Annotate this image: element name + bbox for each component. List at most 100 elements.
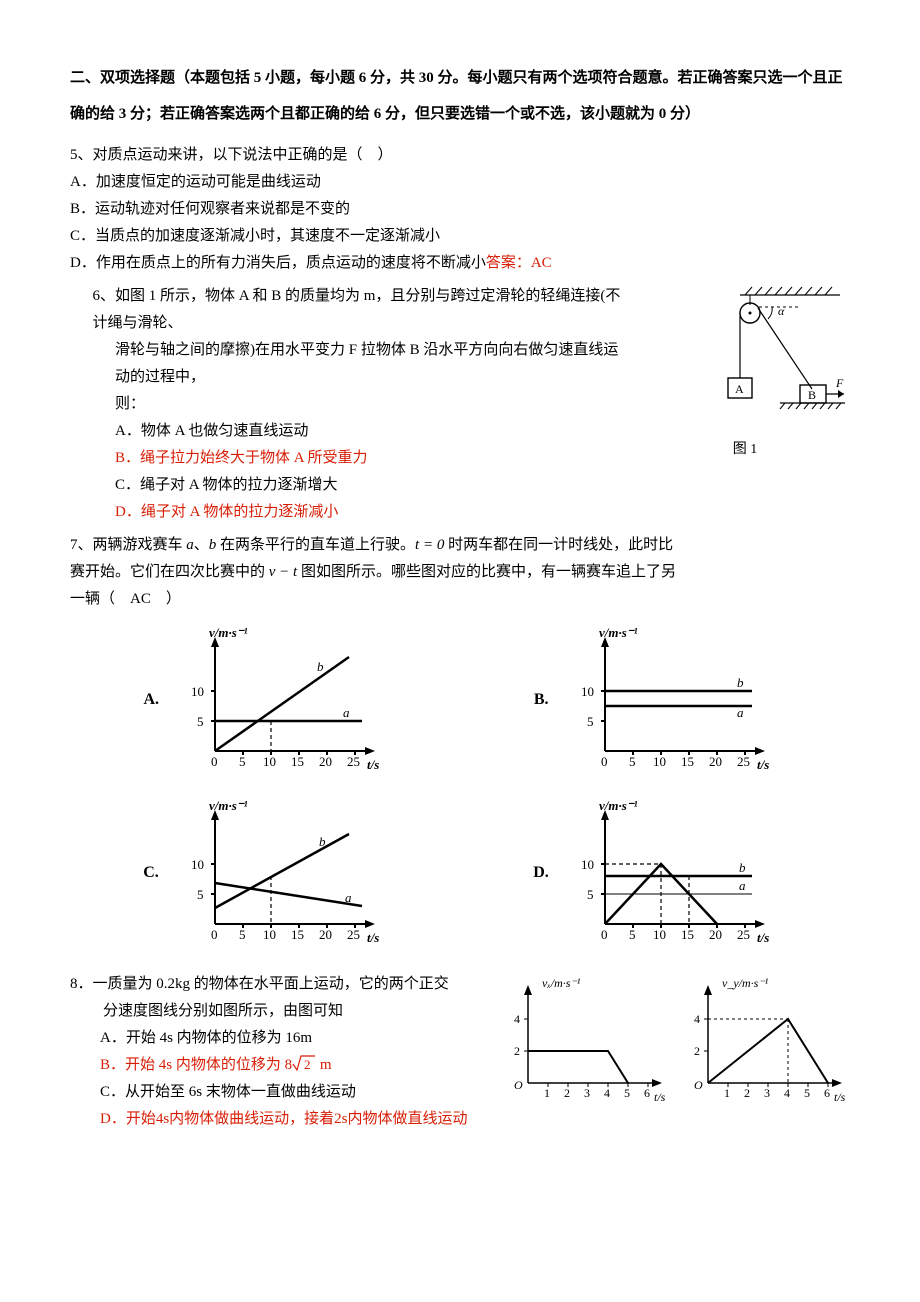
svg-text:5: 5 [197,714,204,729]
q7-chart-d-wrap: D. v/m·s⁻¹ 5 10 0 5 10 15 20 25 [533,796,777,951]
svg-text:O: O [694,1078,703,1092]
q8-chart-vy: v_y/m·s⁻¹ 2 4 1 2 3 4 5 6 O t/s [680,975,850,1105]
svg-text:t/s: t/s [654,1090,666,1104]
svg-text:O: O [514,1078,523,1092]
q5-answer: 答案：AC [486,255,552,271]
svg-text:t/s: t/s [367,757,379,772]
q5-opt-c: C．当质点的加速度逐渐减小时，其速度不一定逐渐减小 [70,223,850,250]
alpha-label: α [778,304,785,318]
svg-text:10: 10 [581,684,594,699]
q5-opt-d-text: D．作用在质点上的所有力消失后，质点运动的速度将不断减小 [70,255,486,271]
svg-text:6: 6 [824,1086,830,1100]
q7-label-a: A. [143,686,159,715]
q7-chart-a-wrap: A. v/m·s⁻¹ 5 10 0 5 10 15 20 [143,623,387,778]
svg-text:25: 25 [737,754,750,769]
q8-figures: vₓ/m·s⁻¹ 2 4 1 2 3 4 5 6 [500,971,850,1105]
svg-text:2: 2 [744,1086,750,1100]
q7-line1: 7、两辆游戏赛车 a、b 在两条平行的直车道上行驶。t = 0 时两车都在同一计… [70,532,850,559]
svg-text:4: 4 [514,1012,520,1026]
svg-text:4: 4 [784,1086,790,1100]
svg-text:15: 15 [291,927,304,942]
q8-opt-c: C．从开始至 6s 末物体一直做曲线运动 [70,1079,480,1106]
svg-text:4: 4 [694,1012,700,1026]
svg-text:10: 10 [653,927,666,942]
question-5: 5、对质点运动来讲，以下说法中正确的是（ ） A．加速度恒定的运动可能是曲线运动… [70,142,850,277]
svg-text:2: 2 [564,1086,570,1100]
svg-text:b: b [739,860,746,875]
svg-text:6: 6 [644,1086,650,1100]
svg-text:a: a [345,890,352,905]
svg-text:2: 2 [304,1057,311,1072]
q7-chart-d: v/m·s⁻¹ 5 10 0 5 10 15 20 25 t/s [557,796,777,951]
svg-text:v_y/m·s⁻¹: v_y/m·s⁻¹ [722,976,769,990]
q7-line2: 赛开始。它们在四次比赛中的 v − t 图如图所示。哪些图对应的比赛中，有一辆赛… [70,559,850,586]
q8-opt-a: A．开始 4s 内物体的位移为 16m [70,1025,480,1052]
svg-text:5: 5 [629,927,636,942]
svg-text:5: 5 [624,1086,630,1100]
q5-opt-d: D．作用在质点上的所有力消失后，质点运动的速度将不断减小答案：AC [70,250,850,277]
svg-text:20: 20 [319,754,332,769]
q6-opt-c: C．绳子对 A 物体的拉力逐渐增大 [70,472,850,499]
q7-label-c: C. [143,859,159,888]
svg-text:t/s: t/s [757,757,769,772]
q5-opt-a: A．加速度恒定的运动可能是曲线运动 [70,169,850,196]
q7-line3: 一辆（ AC ） [70,586,850,613]
q8-opt-d: D．开始4s内物体做曲线运动，接着2s内物体做直线运动 [70,1106,480,1133]
svg-text:1: 1 [724,1086,730,1100]
sqrt-icon: 2 [292,1052,316,1079]
svg-text:2: 2 [694,1044,700,1058]
svg-text:5: 5 [587,714,594,729]
svg-text:b: b [319,834,326,849]
q6-opt-d: D．绳子对 A 物体的拉力逐渐减小 [70,499,850,526]
svg-text:1: 1 [544,1086,550,1100]
svg-text:25: 25 [347,754,360,769]
force-f-label: F [835,376,844,390]
q7-chart-b-wrap: B. v/m·s⁻¹ 5 10 0 5 10 15 20 25 [534,623,777,778]
svg-text:5: 5 [804,1086,810,1100]
svg-text:t/s: t/s [834,1090,846,1104]
svg-text:10: 10 [581,857,594,872]
svg-text:b: b [317,659,324,674]
svg-text:20: 20 [709,927,722,942]
svg-text:t/s: t/s [757,930,769,945]
question-7: 7、两辆游戏赛车 a、b 在两条平行的直车道上行驶。t = 0 时两车都在同一计… [70,532,850,613]
svg-text:15: 15 [291,754,304,769]
q8-stem-1: 8．一质量为 0.2kg 的物体在水平面上运动，它的两个正交 [70,971,480,998]
svg-text:10: 10 [191,857,204,872]
svg-text:5: 5 [587,887,594,902]
figure-1-caption: 图 1 [640,437,850,462]
q8-chart-vx: vₓ/m·s⁻¹ 2 4 1 2 3 4 5 6 [500,975,670,1105]
svg-text:10: 10 [263,754,276,769]
svg-text:2: 2 [514,1044,520,1058]
q7-chart-c: v/m·s⁻¹ 5 10 0 5 10 15 20 25 t/s [167,796,387,951]
svg-text:vₓ/m·s⁻¹: vₓ/m·s⁻¹ [542,976,581,990]
question-8: 8．一质量为 0.2kg 的物体在水平面上运动，它的两个正交 分速度图线分别如图… [70,971,850,1133]
svg-text:10: 10 [653,754,666,769]
q7-label-b: B. [534,686,549,715]
svg-text:5: 5 [629,754,636,769]
svg-text:a: a [737,705,744,720]
svg-text:3: 3 [584,1086,590,1100]
svg-text:5: 5 [197,887,204,902]
svg-text:b: b [737,675,744,690]
svg-text:20: 20 [319,927,332,942]
q7-chart-b: v/m·s⁻¹ 5 10 0 5 10 15 20 25 t/s [557,623,777,778]
svg-text:15: 15 [681,927,694,942]
q7-figures: A. v/m·s⁻¹ 5 10 0 5 10 15 20 [70,623,850,951]
svg-text:25: 25 [347,927,360,942]
svg-text:25: 25 [737,927,750,942]
svg-text:5: 5 [239,927,246,942]
svg-text:0: 0 [211,927,218,942]
q8-stem-2: 分速度图线分别如图所示，由图可知 [70,998,480,1025]
svg-text:0: 0 [601,927,608,942]
q7-chart-a: v/m·s⁻¹ 5 10 0 5 10 15 20 25 [167,623,387,778]
svg-text:t/s: t/s [367,930,379,945]
question-6: α A B F 图 1 6、如图 1 所示，物体 A 和 B 的质量均为 m，且… [70,283,850,526]
svg-text:0: 0 [211,754,218,769]
figure-1-wrap: α A B F 图 1 [640,283,850,462]
svg-text:20: 20 [709,754,722,769]
block-a-label: A [735,382,744,396]
q5-stem: 5、对质点运动来讲，以下说法中正确的是（ ） [70,142,850,169]
svg-text:15: 15 [681,754,694,769]
q7-chart-c-wrap: C. v/m·s⁻¹ 5 10 0 5 10 15 20 25 [143,796,387,951]
